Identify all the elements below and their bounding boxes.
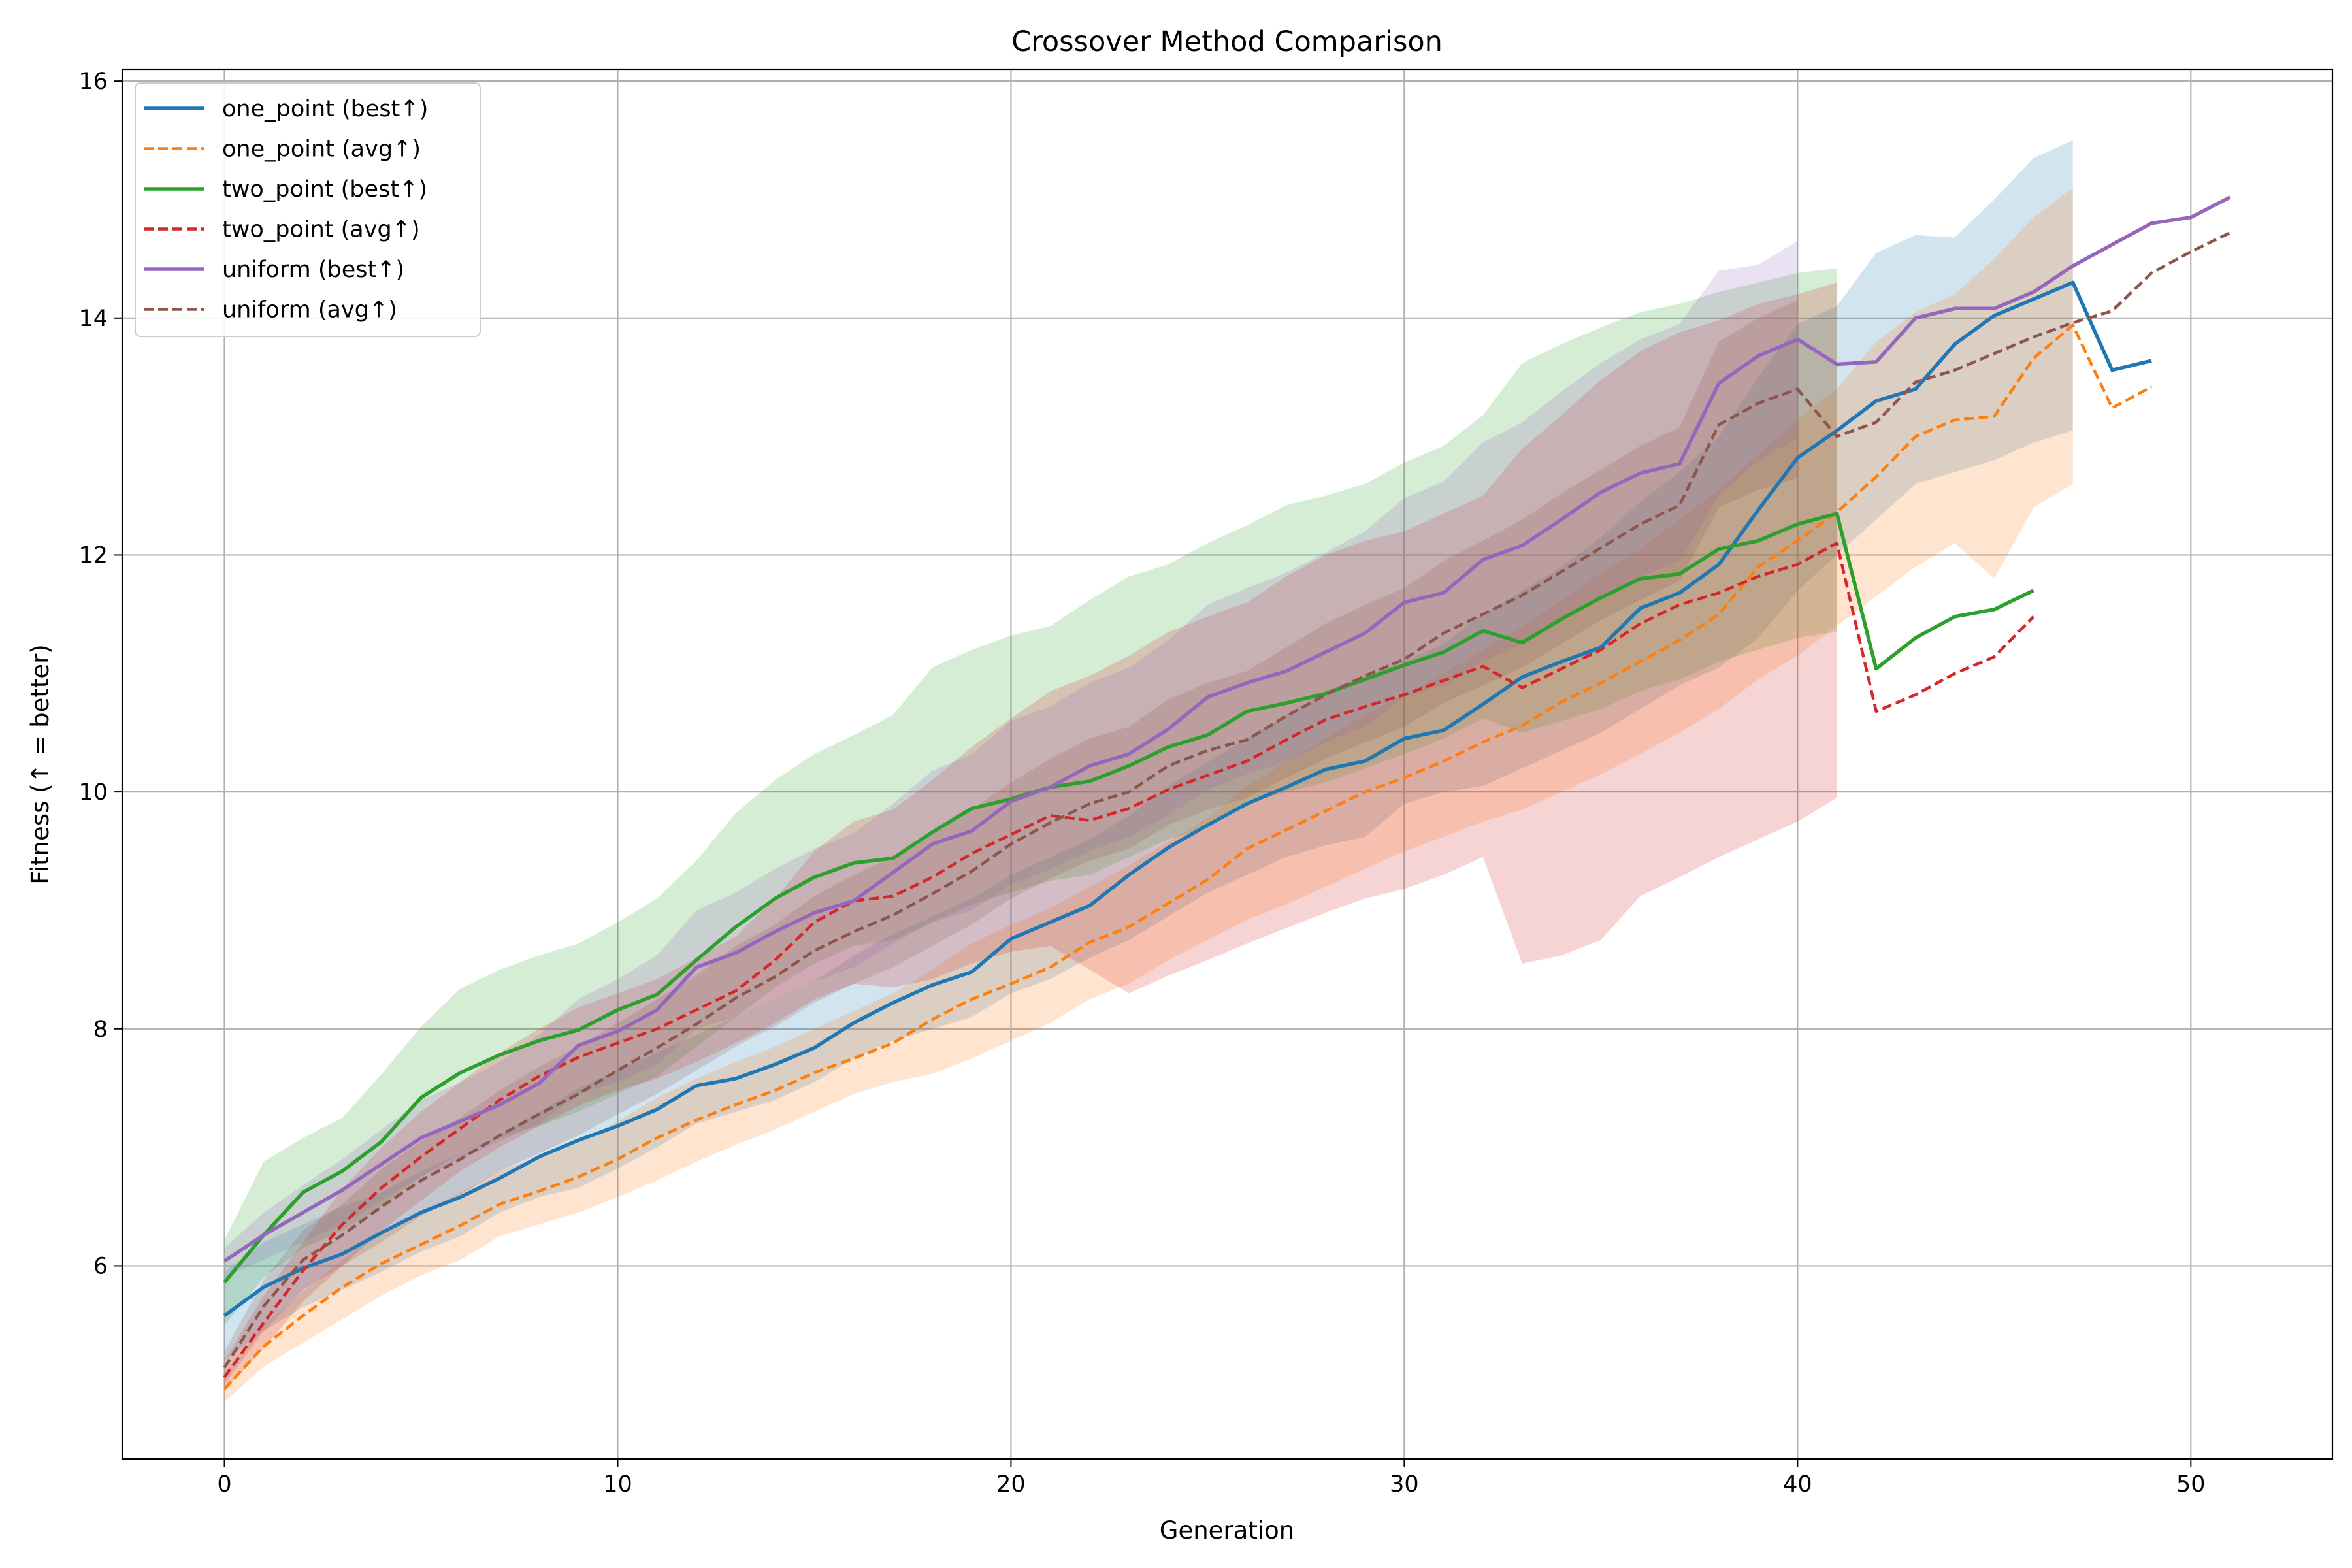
series-band [224, 282, 1837, 1390]
legend-label: one_point (avg↑) [222, 137, 421, 163]
y-tick-label: 8 [93, 1017, 108, 1043]
x-tick-label: 30 [1390, 1471, 1419, 1497]
legend-label: two_point (avg↑) [222, 217, 420, 243]
y-tick-label: 16 [78, 69, 108, 95]
series-lines [223, 195, 2231, 1390]
x-tick-label: 50 [2176, 1471, 2206, 1497]
x-tick-label: 0 [217, 1471, 231, 1497]
series-line [223, 195, 2231, 1263]
series-line [223, 231, 2231, 1369]
series-line [223, 542, 2035, 1379]
series-band [224, 240, 1798, 1278]
x-tick-label: 10 [603, 1471, 632, 1497]
legend-label: two_point (best↑) [222, 176, 427, 203]
x-axis-label: Generation [1160, 1516, 1294, 1544]
series-band [224, 188, 2073, 1402]
series-line [223, 512, 2034, 1284]
grid [122, 69, 2332, 1459]
x-tick-label: 40 [1783, 1471, 1812, 1497]
confidence-bands [224, 140, 2073, 1402]
legend-label: uniform (best↑) [222, 257, 404, 283]
x-tick-label: 20 [996, 1471, 1026, 1497]
legend: one_point (best↑) one_point (avg↑) two_poi… [135, 82, 481, 337]
series-line [223, 280, 2152, 1317]
series-band [224, 140, 2073, 1361]
series-band [224, 300, 1798, 1384]
chart-title: Crossover Method Comparison [1011, 25, 1443, 58]
y-tick-label: 12 [78, 542, 108, 568]
plot-frame [121, 68, 2334, 1460]
y-axis-label: Fitness (↑ = better) [26, 644, 54, 885]
legend-label: uniform (avg↑) [222, 297, 397, 323]
y-tick-label: 6 [93, 1253, 108, 1279]
y-tick-label: 14 [78, 306, 108, 332]
series-band [224, 268, 1837, 1326]
legend-label: one_point (best↑) [222, 96, 428, 122]
legend-box [135, 82, 481, 337]
y-tick-label: 10 [78, 779, 108, 806]
axis-ticks: 0 10 20 30 40 50 6 8 10 12 14 16 [78, 69, 2205, 1497]
